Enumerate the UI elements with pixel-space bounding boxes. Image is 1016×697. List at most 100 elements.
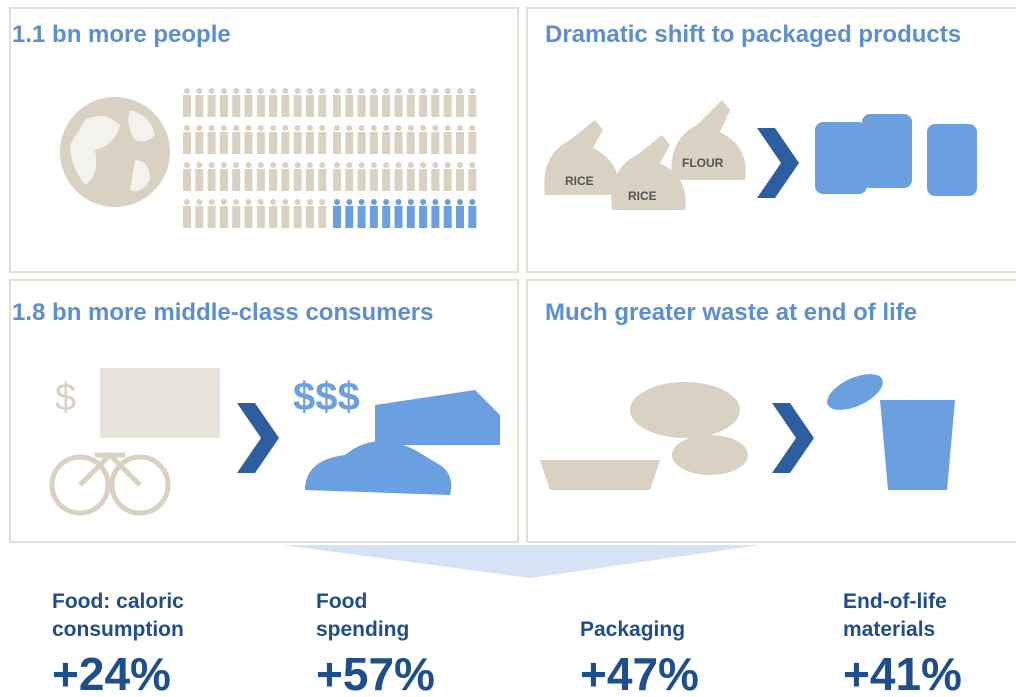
can — [815, 122, 867, 194]
person-body — [281, 132, 290, 154]
person-body — [456, 132, 464, 154]
panel-title: Much greater waste at end of life — [545, 299, 917, 326]
person-head — [469, 88, 476, 94]
person-head — [184, 88, 190, 94]
person-head — [432, 162, 439, 168]
person-head — [220, 125, 227, 131]
person-head — [233, 199, 240, 205]
person-body — [431, 169, 440, 191]
panel-title: Dramatic shift to packaged products — [545, 21, 961, 48]
person-head — [469, 162, 476, 168]
person-head — [420, 88, 427, 94]
car — [305, 441, 452, 495]
person-head — [220, 88, 227, 94]
person-body — [394, 206, 403, 228]
person-head — [245, 88, 252, 94]
person-body — [293, 132, 302, 154]
person-body — [333, 95, 341, 117]
person-body — [419, 169, 428, 191]
arrow — [772, 403, 814, 473]
sack-label: FLOUR — [682, 156, 724, 170]
person-body — [369, 206, 378, 228]
person-body — [443, 169, 452, 191]
person-body — [244, 95, 253, 117]
person-head — [294, 125, 301, 131]
person-body — [244, 206, 253, 228]
person-body — [345, 132, 354, 154]
person-body — [281, 169, 290, 191]
person-body — [357, 169, 366, 191]
sack-label: RICE — [628, 189, 657, 203]
person-body — [443, 95, 452, 117]
person-head — [346, 125, 353, 131]
person-body — [419, 132, 428, 154]
person-head — [294, 162, 301, 168]
sack-label: RICE — [565, 174, 594, 188]
person-head — [444, 199, 451, 205]
person-head — [457, 199, 463, 205]
person-head — [245, 125, 252, 131]
person-body — [256, 95, 265, 117]
person-head — [220, 199, 227, 205]
stat-value: +41% — [843, 648, 962, 697]
person-head — [334, 162, 340, 168]
person-head — [395, 125, 402, 131]
person-body — [468, 206, 477, 228]
person-body — [443, 206, 452, 228]
person-head — [270, 199, 277, 205]
stat-label: materials — [843, 618, 935, 641]
person-head — [346, 88, 353, 94]
person-head — [457, 125, 463, 131]
person-body — [394, 169, 403, 191]
person-head — [444, 162, 451, 168]
bike-wheel — [49, 454, 111, 516]
person-head — [319, 199, 326, 205]
can — [927, 124, 977, 196]
person-body — [345, 169, 354, 191]
person-head — [457, 88, 463, 94]
person-head — [282, 125, 289, 131]
person-body — [183, 95, 191, 117]
person-head — [208, 162, 215, 168]
person-body — [256, 169, 265, 191]
person-head — [257, 88, 264, 94]
can — [862, 114, 912, 188]
person-head — [370, 125, 377, 131]
person-body — [394, 95, 403, 117]
person-head — [282, 88, 289, 94]
person-head — [469, 125, 476, 131]
person-head — [370, 88, 377, 94]
panel-title: 1.8 bn more middle-class consumers — [12, 299, 434, 326]
person-head — [432, 125, 439, 131]
person-head — [383, 88, 390, 94]
sack — [611, 135, 686, 210]
person-body — [406, 169, 415, 191]
dollars: $$$ — [293, 375, 360, 419]
globe-land — [70, 110, 155, 192]
person-body — [219, 169, 228, 191]
person-body — [195, 95, 204, 117]
person-body — [207, 132, 216, 154]
person-body — [382, 169, 391, 191]
bike-frame — [78, 451, 142, 487]
person-head — [395, 88, 402, 94]
person-body — [219, 206, 228, 228]
person-head — [184, 125, 190, 131]
person-head — [270, 88, 277, 94]
person-body — [333, 169, 341, 191]
trough — [540, 460, 660, 490]
building — [375, 390, 500, 445]
person-head — [346, 162, 353, 168]
person-body — [306, 95, 314, 117]
person-body — [369, 95, 378, 117]
stat-label: Food — [316, 590, 367, 613]
person-body — [183, 206, 191, 228]
person-head — [370, 199, 377, 205]
person-body — [293, 169, 302, 191]
person-body — [357, 95, 366, 117]
person-body — [443, 132, 452, 154]
person-body — [219, 95, 228, 117]
person-head — [257, 162, 264, 168]
person-body — [269, 169, 278, 191]
person-head — [184, 162, 190, 168]
